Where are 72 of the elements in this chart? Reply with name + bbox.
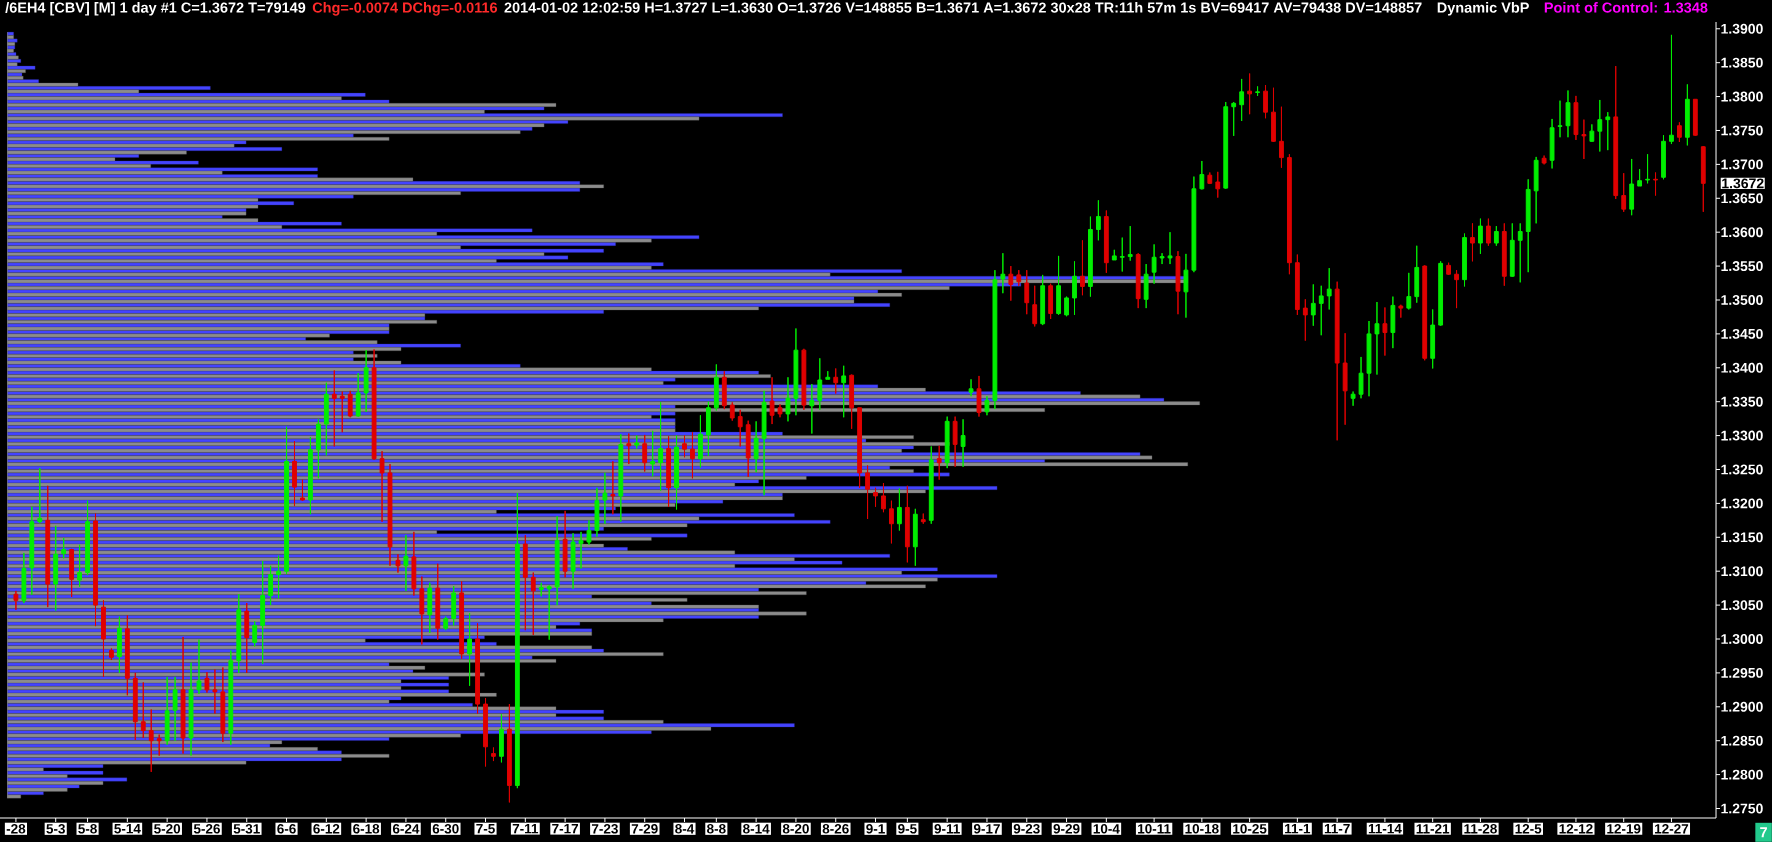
text: 2014-01-02 12:02:59 H=1.3727 L=1.3630 O=1.3726 V=148855 B=1.3671 A=1.3672 30x28 TR:11h 57m 1s BV=69417 AV=79438 DV=148857 — [504, 2, 1422, 13]
x-tick-label: 8-8 — [707, 824, 726, 834]
x-tick-label: 10-18 — [1185, 824, 1219, 834]
x-tick-label: 11-21 — [1416, 824, 1450, 834]
y-tick-label: 1.3650 — [1721, 193, 1763, 204]
y-tick-label: 1.3600 — [1721, 227, 1763, 238]
y-tick-label: 1.3000 — [1721, 634, 1763, 644]
x-tick-label: 8-26 — [822, 824, 849, 834]
x-tick-label: 6-12 — [313, 824, 340, 834]
y-tick-label: 1.3900 — [1721, 23, 1763, 34]
x-tick-label: 5-14 — [114, 824, 141, 834]
text: 7 — [1760, 827, 1767, 838]
y-tick-label: 1.3250 — [1721, 464, 1763, 475]
x-tick-label: 11-28 — [1464, 824, 1497, 834]
x-tick-label: 12-12 — [1559, 824, 1593, 834]
y-tick-label: 1.2750 — [1721, 803, 1763, 814]
x-tick-label: 9-29 — [1053, 824, 1080, 834]
y-tick-label: 1.2850 — [1721, 735, 1763, 746]
x-tick-label: 11-7 — [1324, 824, 1350, 834]
x-tick-label: 9-11 — [934, 824, 960, 834]
x-tick-label: 5-31 — [233, 824, 260, 834]
x-tick-label: 11-1 — [1285, 824, 1311, 834]
x-tick-label: 9-1 — [866, 824, 885, 834]
x-tick-label: 11-14 — [1368, 824, 1402, 834]
x-tick-label: 5-20 — [154, 824, 181, 834]
chart-subtitle: Chg=-0.0074 DChg=-0.0116 — [312, 2, 498, 16]
x-tick-label: 9-17 — [973, 824, 1000, 834]
x-tick-label: 10-11 — [1138, 824, 1171, 834]
x-tick-label: 5-8 — [78, 824, 97, 834]
x-tick-label: 6-6 — [277, 824, 296, 834]
y-tick-label: 1.3800 — [1721, 91, 1763, 102]
y-tick-label: 1.2800 — [1721, 769, 1763, 780]
y-tick-label: 1.3200 — [1721, 498, 1763, 509]
x-tick-label: 8-4 — [675, 824, 695, 834]
x-tick-label: 12-27 — [1655, 824, 1689, 834]
x-tick-label: 8-14 — [743, 824, 770, 834]
text: Dynamic VbP — [1437, 2, 1529, 16]
text: 1.3672 — [1722, 178, 1764, 189]
y-tick-label: 1.3400 — [1721, 362, 1763, 373]
x-tick-label: 7-5 — [476, 824, 495, 834]
x-tick-label: 10-4 — [1093, 824, 1120, 834]
x-tick-label: 6-30 — [432, 824, 459, 834]
y-tick-label: 1.3850 — [1721, 57, 1763, 68]
x-tick-label: 10-25 — [1233, 824, 1267, 834]
text: Point of Control: 1.3348 — [1544, 2, 1708, 13]
y-tick-label: 1.2900 — [1721, 701, 1763, 712]
y-tick-label: 1.3700 — [1721, 159, 1763, 170]
x-tick-label: 7-29 — [631, 824, 658, 834]
y-tick-label: 1.3050 — [1721, 600, 1763, 611]
y-tick-label: 1.3150 — [1721, 532, 1763, 543]
y-tick-label: 1.3100 — [1721, 566, 1763, 577]
x-tick-label: 5-26 — [193, 824, 220, 834]
x-tick-label: -28 — [6, 824, 26, 834]
x-tick-label: 12-19 — [1607, 824, 1641, 834]
y-tick-label: 1.3450 — [1721, 328, 1763, 339]
x-tick-label: 12-5 — [1515, 824, 1542, 834]
x-tick-label: 6-24 — [392, 824, 420, 834]
x-tick-label: 7-11 — [512, 824, 539, 834]
x-tick-label: 5-3 — [46, 824, 65, 834]
y-tick-label: 1.2950 — [1721, 667, 1763, 678]
x-tick-label: 9-5 — [898, 824, 917, 834]
x-tick-label: 9-23 — [1013, 824, 1040, 834]
x-tick-label: 7-23 — [591, 824, 618, 834]
y-tick-label: 1.3500 — [1721, 295, 1763, 305]
x-tick-label: 6-18 — [353, 824, 380, 834]
y-tick-label: 1.3350 — [1721, 396, 1763, 407]
y-tick-label: 1.3750 — [1721, 125, 1763, 136]
y-tick-label: 1.3550 — [1721, 261, 1763, 272]
x-tick-label: 8-20 — [782, 824, 809, 834]
chart-title: /6EH4 [CBV] [M] 1 day #1 C=1.3672 T=79149 — [5, 2, 306, 16]
y-tick-label: 1.3300 — [1721, 430, 1763, 441]
x-tick-label: 7-17 — [552, 824, 579, 834]
